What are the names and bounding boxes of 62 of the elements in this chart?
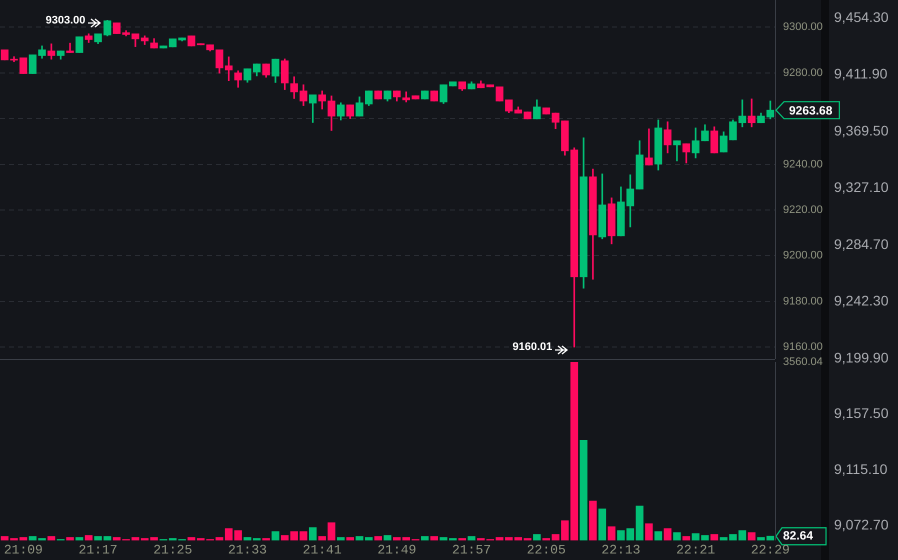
x-tick-label: 21:33	[228, 542, 267, 558]
y2-tick-label: 9,327.10	[834, 179, 889, 196]
y2-tick-label: 9,284.70	[834, 236, 889, 252]
bar	[468, 536, 476, 540]
x-tick-label: 22:13	[601, 542, 640, 558]
y-tick-label: 9300.00	[783, 21, 823, 34]
y-tick-label: 3560.04	[783, 356, 823, 368]
bar	[710, 534, 718, 540]
y-tick-label: 9280.00	[783, 66, 823, 79]
bar	[748, 532, 756, 540]
x-tick-label: 21:17	[78, 542, 118, 558]
x-tick-label: 22:05	[526, 542, 566, 558]
bar	[673, 532, 681, 540]
bar	[533, 534, 541, 540]
annotation: 9160.01	[512, 341, 552, 354]
bar	[421, 536, 429, 540]
bar	[682, 536, 690, 540]
bar	[654, 531, 662, 540]
bar	[664, 528, 672, 540]
text: 9263.68	[789, 104, 833, 118]
x-tick-label: 21:25	[153, 542, 192, 558]
bar	[430, 536, 438, 540]
bar	[580, 440, 588, 540]
bar	[234, 530, 242, 540]
y2-tick-label: 9,199.90	[834, 349, 889, 366]
candlestick	[673, 140, 681, 162]
y2-tick-label: 9,411.90	[834, 66, 888, 82]
bar	[48, 536, 56, 540]
bar	[374, 536, 382, 540]
annotation: 9303.00	[46, 14, 86, 26]
x-tick-label: 22:21	[676, 542, 716, 558]
bar	[308, 527, 317, 540]
y-tick-label: 82.64	[783, 528, 814, 543]
x-tick-label: 21:57	[452, 542, 492, 558]
bar	[589, 500, 597, 540]
bar	[608, 526, 616, 540]
x-tick-label: 21:41	[302, 542, 342, 558]
bar	[280, 535, 289, 540]
y-tick-label: 9200.00	[783, 250, 823, 262]
y2-tick-label: 9,454.30	[834, 8, 889, 25]
y-tick-label: 9240.00	[783, 158, 823, 170]
y-tick-label: 9220.00	[783, 204, 823, 216]
x-tick-label: 21:49	[377, 542, 416, 558]
bar	[272, 531, 280, 540]
y2-tick-label: 9,115.10	[834, 460, 888, 477]
candlestick	[66, 42, 74, 53]
y2-tick-label: 9,072.70	[834, 516, 889, 533]
bar	[66, 537, 74, 540]
bar	[598, 508, 606, 540]
y2-tick-label: 9,157.50	[834, 405, 889, 422]
bar	[84, 535, 93, 540]
candlestick	[645, 128, 653, 166]
x-tick-label: 21:09	[4, 542, 43, 558]
y2-tick-label: 9,242.30	[834, 292, 889, 309]
bar	[570, 362, 578, 540]
y2-tick-label: 9,369.50	[834, 122, 889, 138]
bar	[645, 523, 653, 540]
y-tick-label: 9160.00	[783, 341, 823, 354]
x-tick-label: 22:29	[750, 542, 790, 558]
y-tick-label: 9180.00	[783, 295, 823, 308]
bar	[384, 535, 392, 540]
bar	[636, 506, 644, 540]
